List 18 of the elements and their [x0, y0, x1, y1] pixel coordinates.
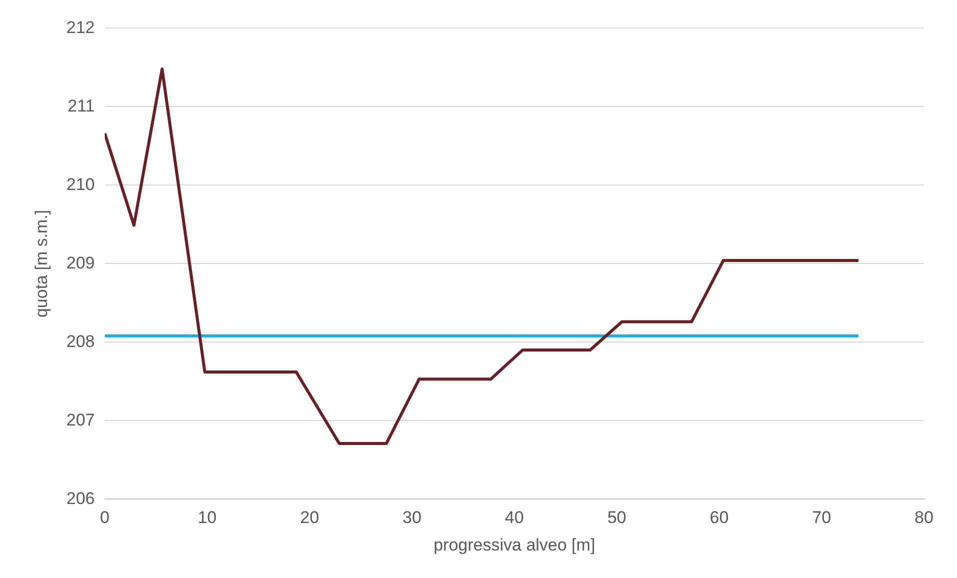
- y-tick-label: 207: [66, 410, 95, 430]
- x-tick-label: 60: [710, 508, 729, 528]
- y-axis-title: quota [m s.m.]: [32, 210, 51, 318]
- x-tick-label: 40: [504, 508, 524, 528]
- y-tick-label: 208: [66, 332, 95, 351]
- y-tick-label: 210: [66, 174, 95, 194]
- x-tick-label: 50: [607, 508, 626, 528]
- x-tick-label: 0: [100, 508, 110, 528]
- x-tick-label: 30: [402, 508, 422, 528]
- x-tick-label: 10: [198, 508, 217, 528]
- y-tick-label: 206: [66, 488, 95, 508]
- x-tick-label: 80: [914, 508, 934, 528]
- x-axis-title: progressiva alveo [m]: [434, 535, 596, 554]
- y-tick-label: 209: [66, 253, 95, 272]
- x-tick-label: 70: [812, 508, 832, 528]
- y-tick-label: 212: [66, 18, 95, 37]
- y-tick-label: 211: [68, 96, 95, 116]
- x-tick-label: 20: [300, 508, 320, 528]
